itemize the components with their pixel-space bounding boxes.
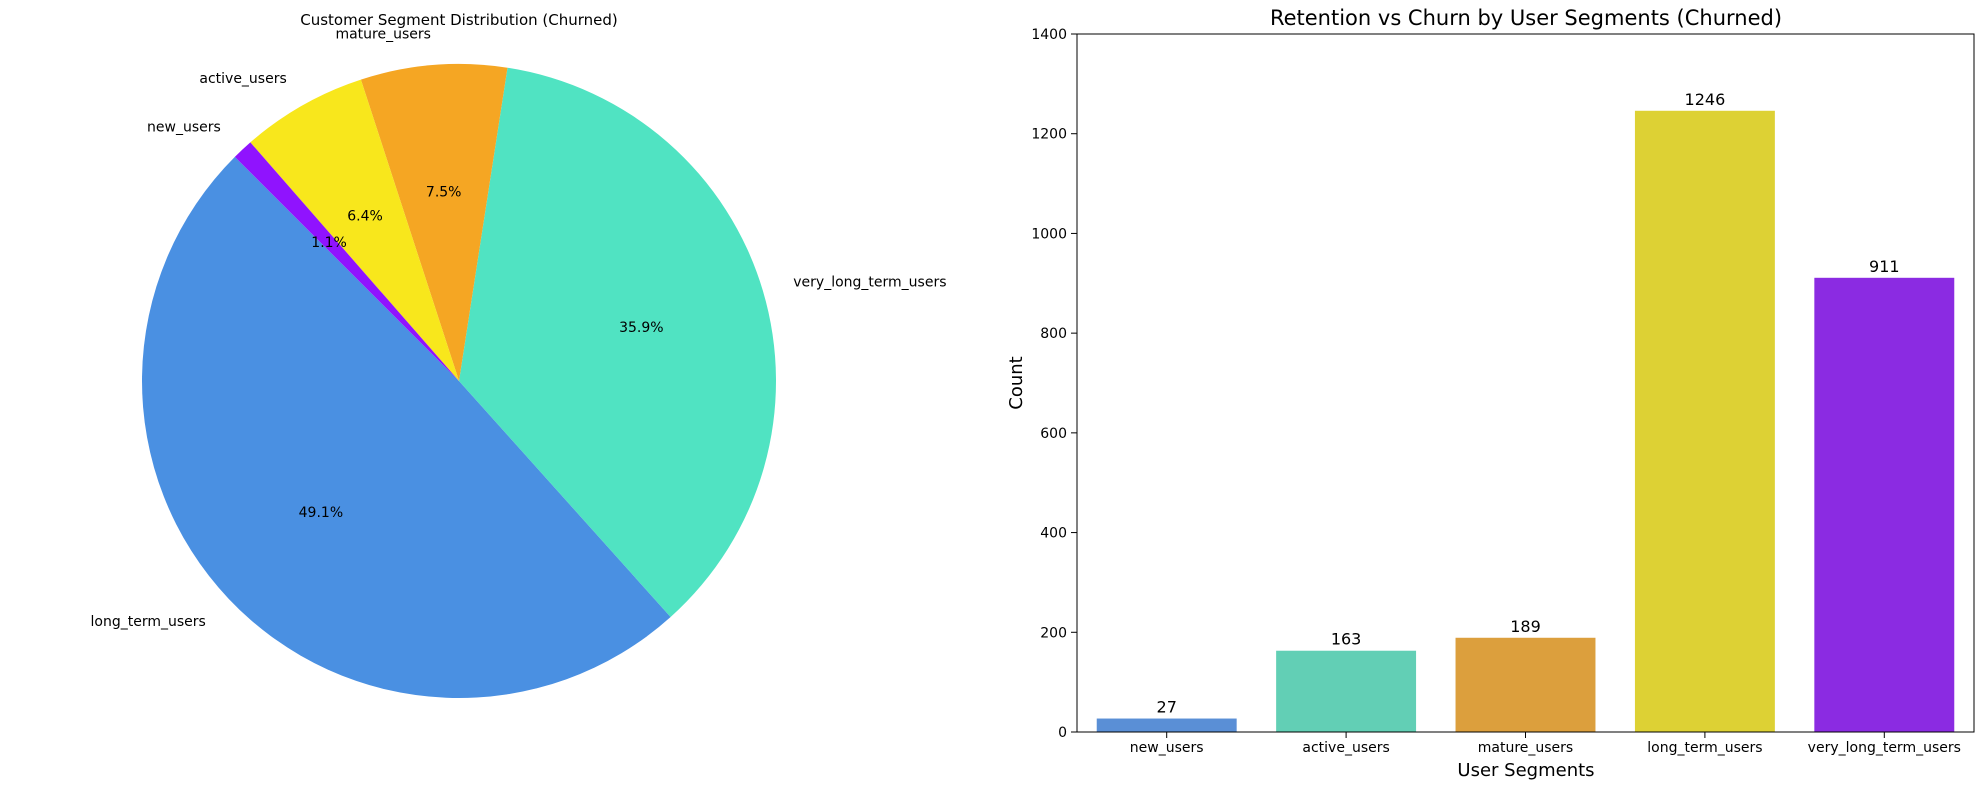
bar-chart-frame [1076,33,1975,733]
pie-label: new_users [147,119,221,135]
pie-slice-very-long-term-users [459,67,776,618]
y-tick-label: 600 [1040,426,1067,442]
pie-label: long_term_users [91,614,206,630]
bar-very-long-term-users [1814,277,1955,732]
bar-chart-y-axis: 0 200 400 600 800 1000 1200 1400 [1031,27,1077,741]
bar-value-label: 189 [1510,617,1541,636]
bar-active-users [1276,650,1417,732]
y-tick-label: 1400 [1031,27,1067,43]
bar-value-label: 27 [1157,698,1177,717]
bar-chart-title: Retention vs Churn by User Segments (Chu… [1270,6,1782,30]
pie-chart-title: Customer Segment Distribution (Churned) [300,11,618,29]
bar-value-label: 911 [1869,257,1900,276]
y-tick-label: 1000 [1031,226,1067,242]
y-tick-label: 400 [1040,526,1067,542]
pie-percent-label: 6.4% [347,209,383,225]
pie-label: mature_users [335,26,430,42]
pie-percent-label: 7.5% [426,184,462,200]
x-tick-label: active_users [1302,740,1389,756]
bar-chart-bars: 27 163 189 1246 911 [1096,90,1955,732]
bar-chart: Retention vs Churn by User Segments (Chu… [1006,6,1975,781]
y-tick-label: 1200 [1031,127,1067,143]
x-tick-label: very_long_term_users [1808,740,1961,756]
pie-slice-long-term-users [142,156,671,698]
pie-percent-label: 35.9% [619,320,663,336]
pie-slices [142,64,776,698]
pie-chart: Customer Segment Distribution (Churned) … [91,11,947,698]
x-tick-label: long_term_users [1647,740,1762,756]
x-tick-label: mature_users [1478,740,1573,756]
x-tick-label: new_users [1130,740,1204,756]
y-tick-label: 800 [1040,326,1067,342]
y-tick-label: 200 [1040,625,1067,641]
pie-label: active_users [199,71,286,87]
bar-chart-x-axis-label: User Segments [1457,760,1594,781]
pie-slice-mature-users [360,64,508,382]
pie-slice-new-users [234,142,459,381]
y-tick-label: 0 [1058,725,1067,741]
bar-chart-y-axis-label: Count [1006,356,1027,409]
pie-label: very_long_term_users [793,275,946,291]
bar-value-label: 1246 [1685,90,1726,109]
pie-percent-label: 49.1% [299,505,343,521]
bar-value-label: 163 [1331,630,1362,649]
bar-long-term-users [1634,110,1775,732]
bar-new-users [1096,718,1237,732]
bar-chart-x-axis: new_users active_users mature_users long_te… [1130,732,1961,756]
pie-percent-label: 1.1% [311,235,347,251]
pie-labels: long_term_users 49.1% very_long_term_users… [91,26,947,629]
bar-mature-users [1455,637,1596,732]
pie-slice-active-users [250,79,459,381]
